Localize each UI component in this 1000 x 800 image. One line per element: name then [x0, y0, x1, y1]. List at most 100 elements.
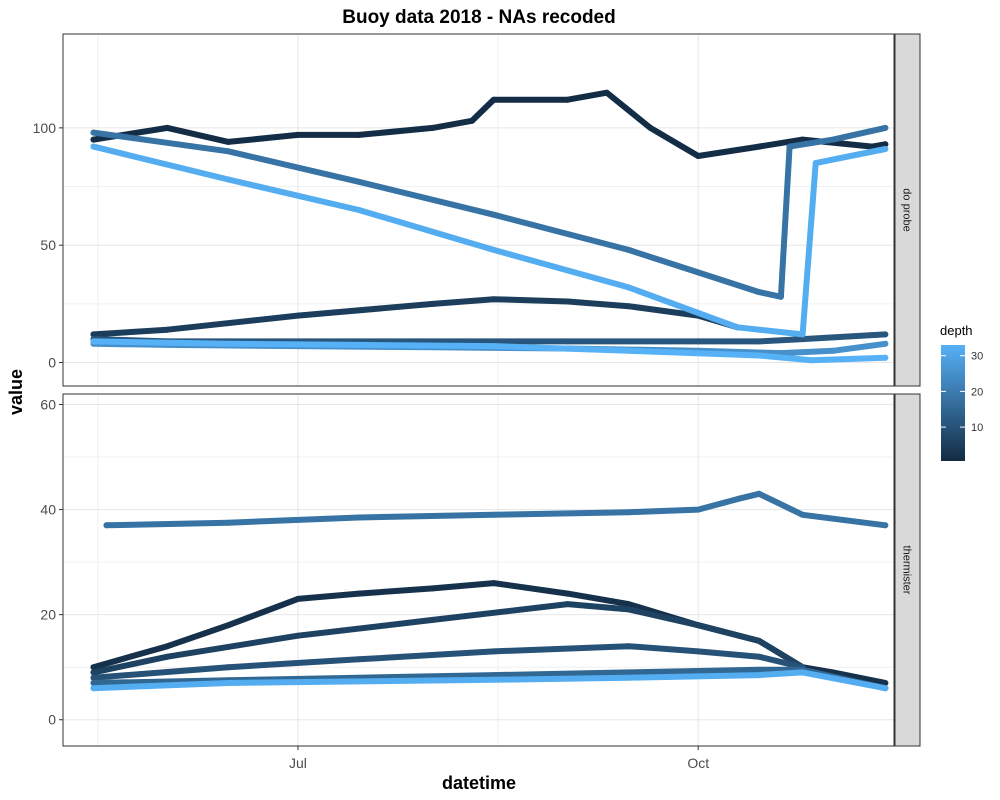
y-tick-label: 0 [48, 355, 56, 371]
data-point [225, 680, 232, 686]
data-point [355, 178, 362, 185]
data-point [164, 124, 171, 131]
data-point [294, 632, 301, 639]
data-point [625, 601, 632, 608]
data-point [490, 511, 497, 518]
panel-do-probe: 0 50 100 do probe [33, 33, 921, 387]
data-point [625, 509, 632, 516]
x-tick-label: Jul [289, 755, 307, 771]
data-point [625, 606, 632, 613]
series-depth-18 [103, 490, 889, 529]
data-point [564, 298, 571, 305]
data-point [808, 357, 815, 364]
data-point [882, 522, 889, 529]
legend-ticks: 10 20 30 [941, 351, 983, 434]
data-point [647, 124, 654, 131]
data-point [429, 585, 436, 592]
data-point [882, 331, 889, 338]
data-point [799, 511, 806, 518]
data-point [882, 685, 889, 692]
data-point [756, 338, 763, 345]
data-point [695, 622, 702, 629]
data-point [756, 666, 763, 673]
legend-tick-label: 20 [971, 386, 983, 398]
data-point [490, 648, 497, 655]
data-point [564, 601, 571, 608]
data-point [490, 96, 497, 103]
panel-thermister: 0 20 40 60 thermister [40, 393, 921, 747]
data-point [490, 296, 497, 303]
x-axis-title: datetime [442, 773, 516, 793]
y-tick-label: 20 [40, 607, 56, 623]
data-point [564, 338, 571, 345]
data-point [695, 153, 702, 159]
facet-strip-label: do probe [901, 188, 913, 231]
data-point [225, 148, 232, 155]
data-point [882, 124, 889, 131]
data-point [847, 153, 854, 159]
data-point [756, 653, 763, 660]
data-point [225, 176, 232, 183]
facet-strip [894, 33, 921, 387]
data-point [355, 590, 362, 597]
data-point [90, 331, 97, 338]
y-tick-label: 0 [48, 712, 56, 728]
data-point [756, 352, 763, 359]
series-depth-32 [90, 669, 889, 692]
data-point [756, 143, 763, 150]
data-point [490, 580, 497, 587]
data-point [164, 326, 171, 333]
data-point [603, 89, 610, 96]
data-point [355, 656, 362, 663]
data-point [812, 160, 819, 167]
data-point [429, 616, 436, 623]
data-point [164, 643, 171, 650]
data-point [225, 622, 232, 629]
data-point [469, 117, 475, 124]
data-point [830, 136, 837, 143]
y-tick-label: 60 [40, 397, 56, 413]
chart-title: Buoy data 2018 - NAs recoded [342, 7, 615, 28]
x-tick-label: Oct [687, 755, 709, 771]
data-point [625, 643, 632, 650]
data-point [355, 207, 362, 213]
data-point [90, 680, 97, 686]
panel-border [62, 393, 895, 747]
data-point [103, 522, 110, 529]
data-point [355, 341, 362, 348]
data-point [294, 312, 301, 319]
data-point [90, 669, 97, 676]
data-point [830, 347, 837, 354]
data-point [355, 678, 362, 685]
data-point [799, 336, 806, 343]
data-point [564, 590, 571, 597]
data-point [90, 143, 97, 150]
data-point [625, 674, 632, 681]
y-tick-label: 40 [40, 502, 56, 518]
series-depth-10 [90, 643, 806, 681]
data-point [882, 146, 889, 152]
data-point [225, 519, 232, 526]
legend-tick-label: 30 [971, 351, 983, 363]
data-point [355, 514, 362, 521]
facet-strip [894, 393, 921, 747]
data-point [882, 141, 889, 148]
data-point [429, 300, 436, 307]
data-point [625, 284, 632, 291]
data-point [756, 289, 763, 296]
y-tick-label: 50 [40, 237, 56, 253]
data-point [490, 211, 497, 218]
legend-colorbar [941, 345, 965, 461]
data-point [777, 293, 784, 300]
data-point [294, 595, 301, 602]
data-point [429, 124, 436, 131]
data-point [734, 324, 741, 331]
data-point [869, 143, 876, 150]
data-point [90, 338, 97, 345]
data-point [625, 303, 632, 310]
panel-background [63, 394, 894, 746]
data-point [695, 338, 702, 345]
data-point [90, 136, 97, 143]
